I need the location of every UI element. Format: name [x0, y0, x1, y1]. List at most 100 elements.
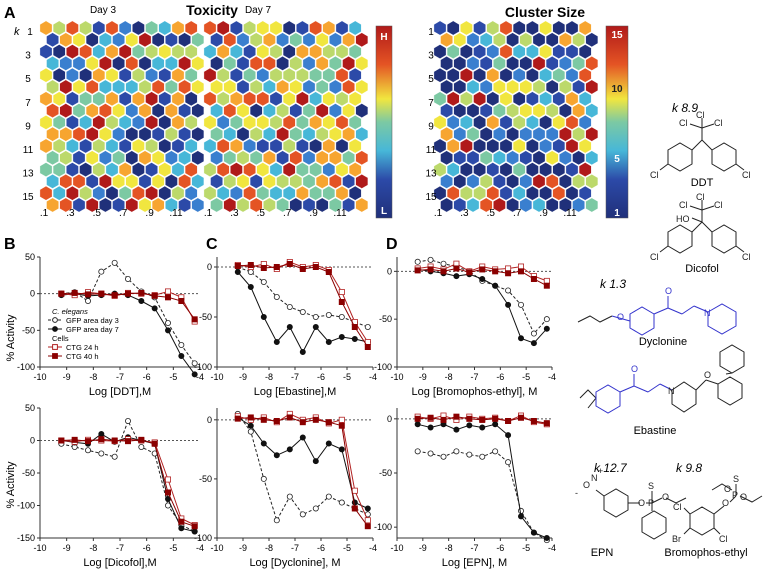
som-hex-cell: [309, 115, 322, 130]
som-hex-cell: [473, 115, 486, 130]
som-hex-cell: [138, 174, 152, 189]
y-tick-label: -150: [17, 533, 35, 543]
som-hex-cell: [216, 20, 230, 36]
toxicity-title: Toxicity: [186, 2, 238, 18]
som-hex-cell: [105, 185, 119, 201]
som-hex-cell: [99, 56, 112, 71]
som-hex-cell: [585, 79, 599, 95]
som-hex-cell: [165, 174, 178, 189]
bromophos-name: Bromophos-ethyl: [664, 547, 747, 559]
som-hex-cell: [158, 185, 172, 201]
ebastine-structure: [579, 344, 745, 414]
bromophos-structure: [683, 483, 763, 536]
data-point: [98, 430, 105, 437]
som-hex-cell: [473, 138, 486, 154]
som-col-label: .3: [460, 208, 469, 219]
som-hex-cell: [230, 67, 243, 83]
som-hex-cell: [585, 32, 599, 48]
som-hex-cell: [72, 56, 86, 71]
som-hex-cell: [230, 162, 243, 177]
data-point: [260, 313, 267, 320]
som-hex-cell: [479, 103, 493, 118]
x-tick-label: -4: [548, 372, 556, 382]
som-hex-cell: [315, 197, 329, 213]
som-hex-cell: [526, 44, 539, 59]
som-hex-cell: [433, 91, 447, 107]
som-hex-cell: [578, 115, 592, 130]
som-hex-cell: [486, 67, 500, 83]
epn-k-label: k 12.7: [594, 461, 628, 475]
data-point: [260, 440, 267, 447]
som-hex-cell: [329, 197, 342, 213]
som-hex-cell: [302, 103, 316, 118]
som-hex-cell: [289, 197, 303, 213]
data-point: [338, 422, 345, 429]
series-line: [417, 450, 548, 541]
som-hex-cell: [132, 138, 145, 154]
som-hex-cell: [249, 103, 263, 118]
som-hex-cell: [249, 79, 263, 95]
som-hex-cell: [526, 115, 539, 130]
som-hex-cell: [256, 91, 270, 107]
x-axis-label: Log [DDT],M: [89, 386, 151, 398]
bromophos-k-label: k 9.8: [676, 461, 702, 475]
legend-marker: [52, 326, 58, 332]
som-row-label: 7: [428, 98, 434, 109]
x-tick-label: -8: [445, 372, 453, 382]
series-line: [61, 438, 195, 526]
som-hex-cell: [479, 56, 493, 71]
som-hex-cell: [230, 138, 243, 154]
cluster-colorbar: [605, 25, 629, 219]
data-point: [312, 323, 319, 330]
som-hex-cell: [269, 91, 283, 107]
data-point: [138, 297, 145, 304]
som-hex-cell: [453, 174, 467, 189]
dyclonine-k-label: k 1.3: [600, 277, 626, 291]
data-point: [543, 535, 550, 542]
x-tick-label: -6: [143, 372, 151, 382]
som-hex-cell: [46, 32, 59, 48]
series-open-square: [58, 436, 198, 529]
som-hex-cell: [184, 185, 198, 201]
x-tick-label: -6: [143, 543, 151, 553]
som-hex-cell: [585, 150, 599, 166]
som-hex-cell: [329, 150, 342, 166]
som-hex-cell: [92, 115, 106, 130]
som-hex-cell: [72, 103, 86, 118]
som-hex-cell: [79, 185, 92, 201]
svg-text:O: O: [583, 480, 590, 490]
som-hex-cell: [355, 56, 369, 71]
y-tick-label: -100: [194, 362, 212, 372]
x-tick-label: -10: [210, 372, 223, 382]
som-hex-cell: [539, 138, 552, 154]
svg-text:Cl: Cl: [673, 502, 682, 512]
som-hex-cell: [466, 103, 480, 118]
som-hex-cell: [282, 20, 296, 36]
som-hex-cell: [460, 185, 473, 201]
som-col-label: .7: [283, 208, 292, 219]
b-bottom-ylabel: % Activity: [5, 461, 17, 509]
som-col-label: .7: [513, 208, 522, 219]
som-hex-cell: [92, 138, 106, 154]
svg-text:Cl: Cl: [714, 200, 723, 210]
som-hex-cell: [249, 197, 263, 213]
data-point: [530, 417, 537, 424]
data-point: [299, 265, 306, 272]
data-point: [543, 282, 550, 289]
series-filled-circle: [58, 290, 198, 378]
som-hex-cell: [263, 126, 276, 142]
data-point: [364, 517, 371, 524]
som-hex-cell: [493, 197, 506, 213]
som-hex-cell: [486, 138, 500, 154]
som-hex-cell: [223, 126, 237, 142]
som-hex-cell: [526, 185, 539, 201]
series-open-circle: [414, 448, 550, 544]
som-hex-cell: [545, 174, 559, 189]
som-hex-cell: [52, 162, 66, 177]
som-hex-cell: [552, 185, 566, 201]
som-col-label: .9: [539, 208, 548, 219]
som-hex-cell: [460, 91, 473, 107]
som-hex-cell: [178, 174, 191, 189]
som-hex-cell: [256, 115, 270, 130]
som-hex-cell: [545, 103, 559, 118]
